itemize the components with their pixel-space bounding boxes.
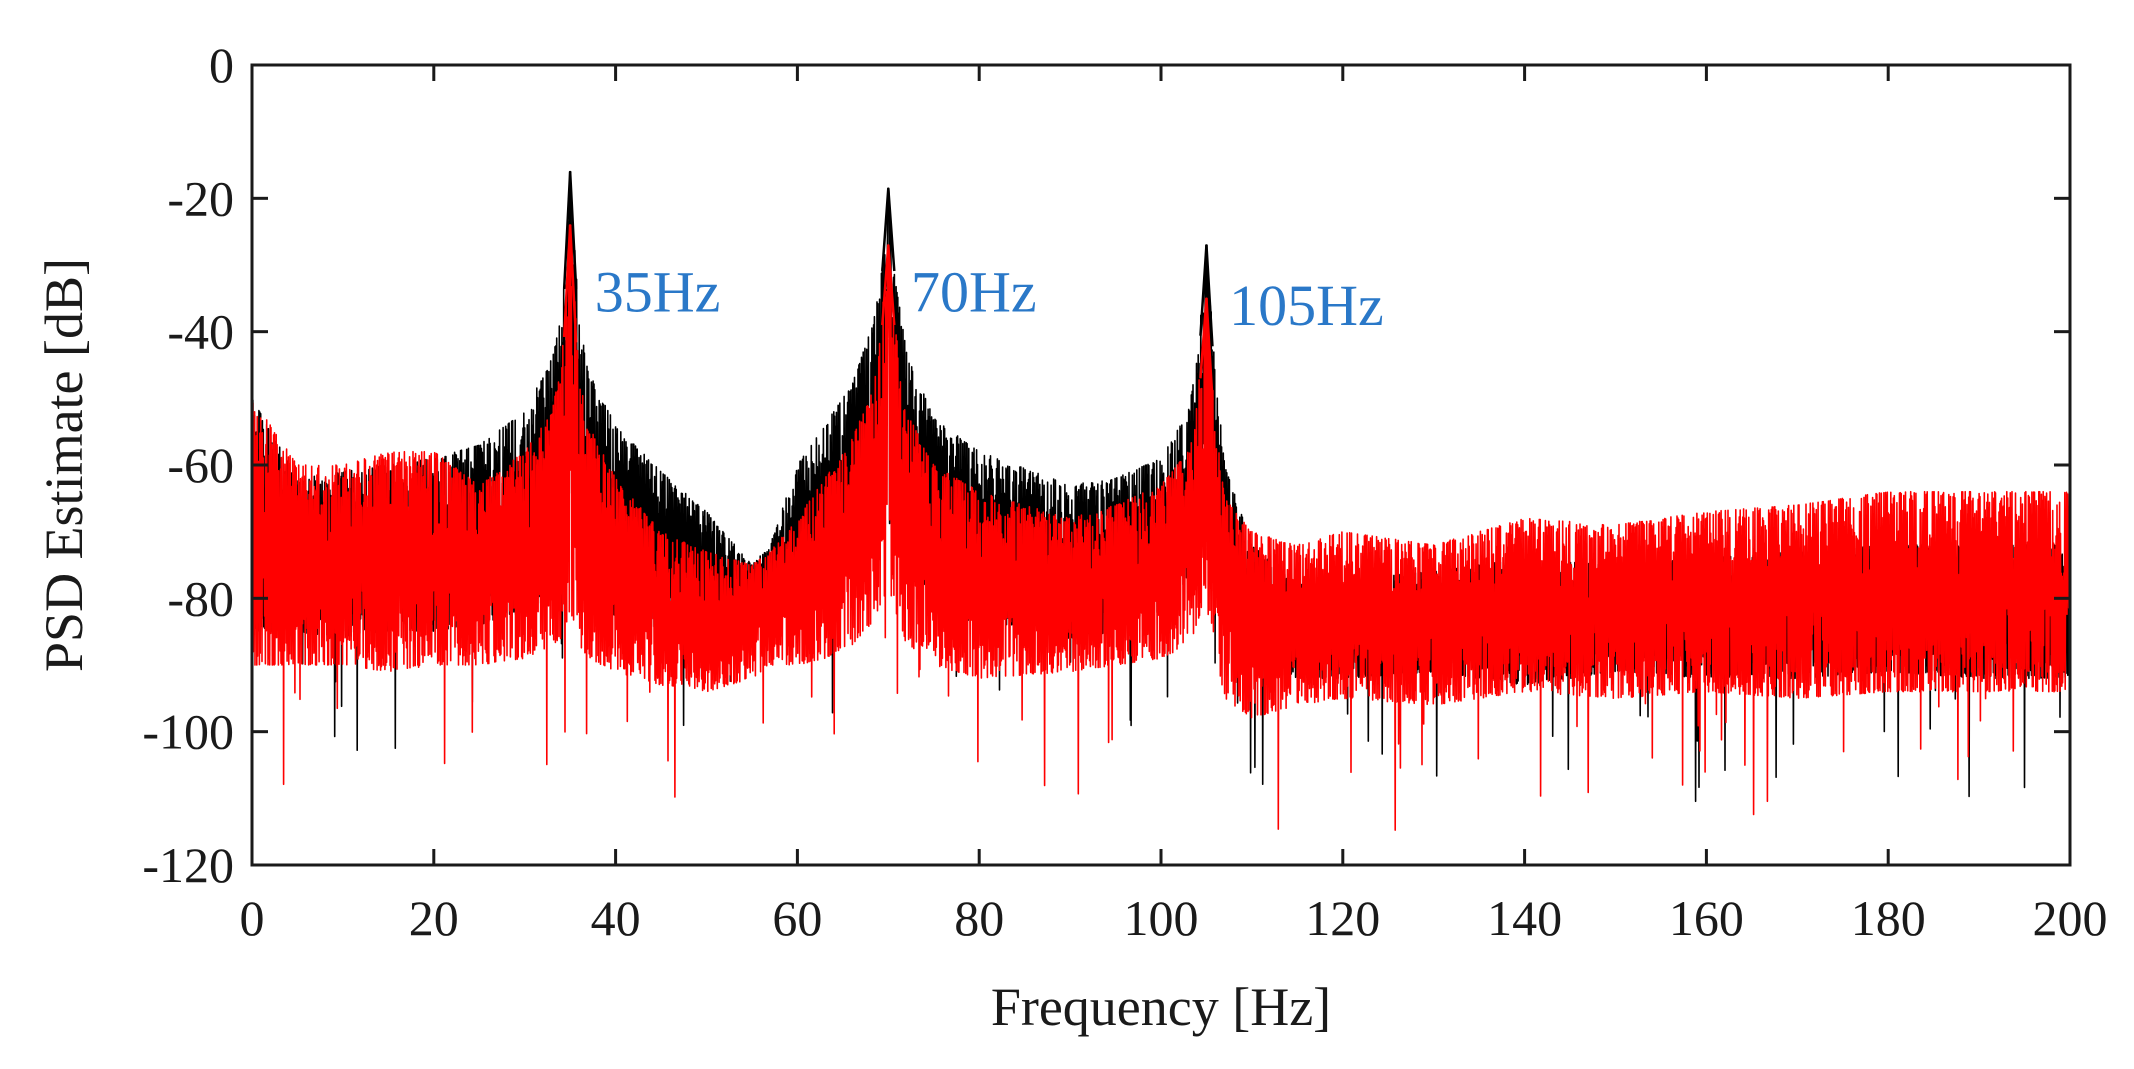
y-tick-label: -40 xyxy=(167,304,234,360)
y-tick-label: -80 xyxy=(167,570,234,626)
series-black-peak xyxy=(881,188,896,272)
y-tick-label: -20 xyxy=(167,170,234,226)
peak-annotation: 70Hz xyxy=(911,260,1037,325)
x-axis-label: Frequency [Hz] xyxy=(991,977,1331,1037)
series-red-peak xyxy=(1199,298,1214,400)
x-tick-label: 40 xyxy=(591,890,641,946)
x-tick-label: 0 xyxy=(240,890,265,946)
y-tick-label: 0 xyxy=(209,37,234,93)
y-tick-label: -120 xyxy=(142,837,234,893)
y-axis-label: PSD Estimate [dB] xyxy=(34,258,94,672)
peak-annotation: 105Hz xyxy=(1229,273,1384,338)
x-tick-label: 80 xyxy=(954,890,1004,946)
series-black-line xyxy=(252,170,2070,803)
y-tick-label: -60 xyxy=(167,437,234,493)
x-tick-label: 60 xyxy=(772,890,822,946)
y-tick-label: -100 xyxy=(142,704,234,760)
axis-ticks xyxy=(250,63,2072,867)
series-black-peak xyxy=(1199,244,1214,347)
x-tick-label: 100 xyxy=(1124,890,1199,946)
x-tick-label: 140 xyxy=(1487,890,1562,946)
axis-tick-labels: 0 20 40 60 80 100 120 140 160 180 200 0 -20 -40 -60 -80… xyxy=(142,37,2107,946)
peak-annotation: 35Hz xyxy=(595,260,721,325)
x-tick-label: 200 xyxy=(2033,890,2108,946)
x-tick-label: 120 xyxy=(1305,890,1380,946)
x-tick-label: 160 xyxy=(1669,890,1744,946)
x-tick-label: 20 xyxy=(409,890,459,946)
x-tick-label: 180 xyxy=(1851,890,1926,946)
plot-area xyxy=(252,170,2070,831)
series-red-line xyxy=(252,224,2070,831)
series-black-peak xyxy=(562,171,578,290)
peak-annotations: 35Hz 70Hz 105Hz xyxy=(595,260,1384,338)
series-red-peak xyxy=(881,244,896,326)
series-red-peak xyxy=(562,224,578,343)
